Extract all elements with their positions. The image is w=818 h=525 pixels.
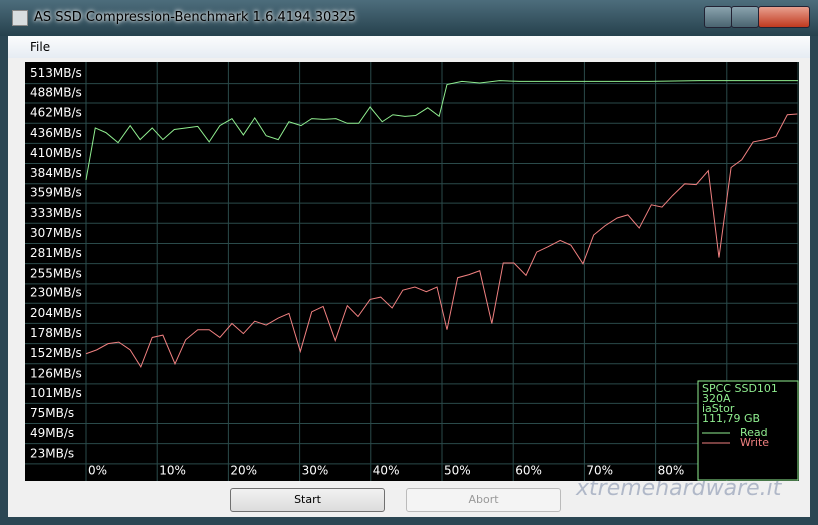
menu-bar: File	[8, 36, 810, 58]
window-title: AS SSD Compression-Benchmark 1.6.4194.30…	[34, 10, 357, 25]
menu-file[interactable]: File	[30, 40, 51, 54]
maximize-button[interactable]	[731, 6, 759, 28]
abort-button: Abort	[406, 488, 561, 512]
minimize-button[interactable]	[704, 6, 732, 28]
app-icon	[12, 10, 28, 26]
watermark: xtremehardware.it	[576, 476, 782, 501]
client-area: File Start Abort xtremehardware.it	[8, 36, 810, 517]
close-button[interactable]	[758, 6, 810, 28]
start-button[interactable]: Start	[230, 488, 385, 512]
title-bar: AS SSD Compression-Benchmark 1.6.4194.30…	[0, 0, 818, 36]
